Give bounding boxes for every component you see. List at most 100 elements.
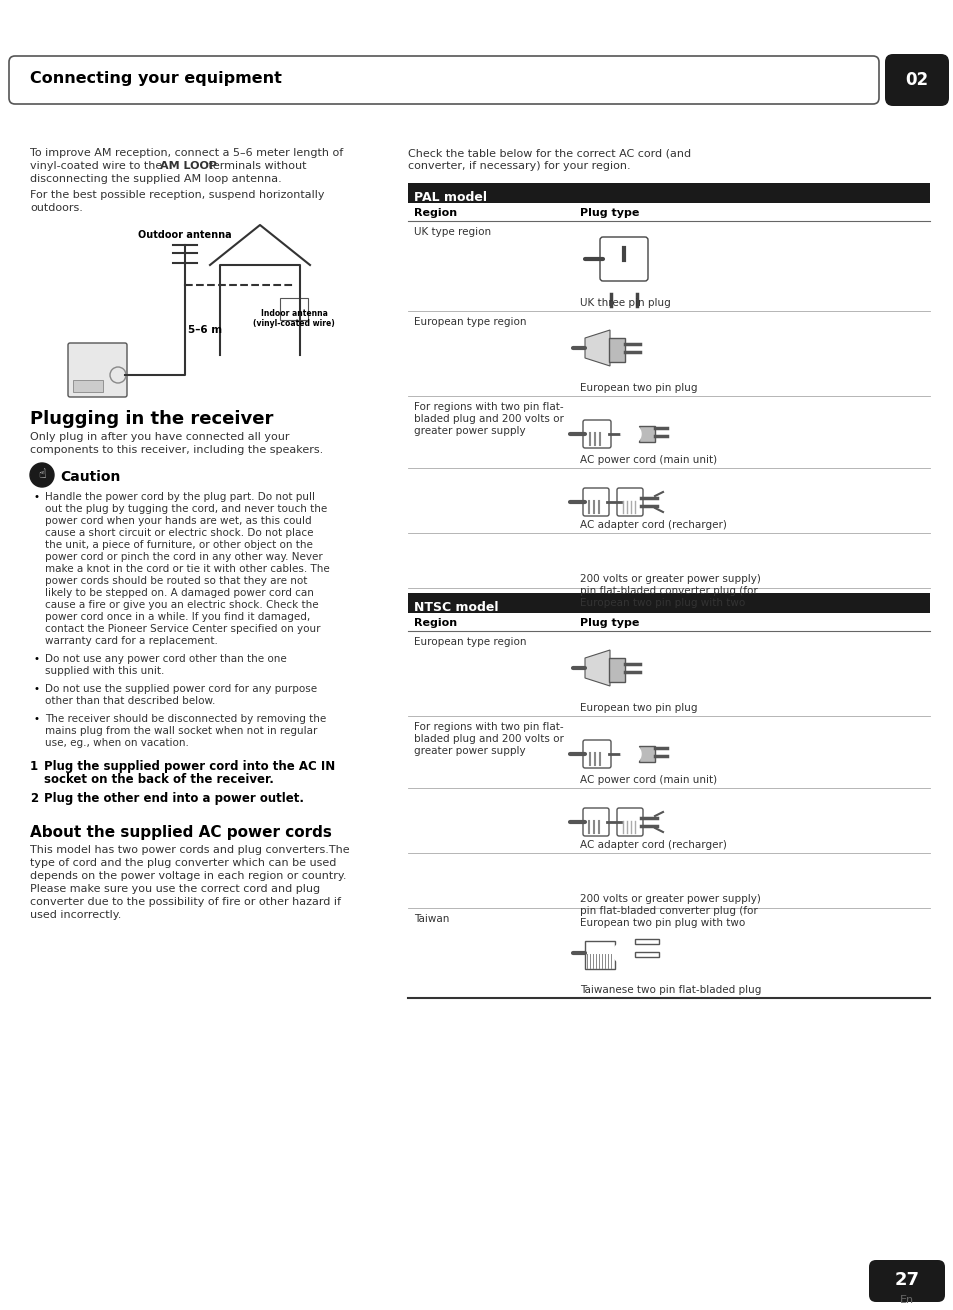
- Text: 2: 2: [30, 793, 38, 806]
- FancyBboxPatch shape: [9, 56, 878, 103]
- FancyBboxPatch shape: [599, 237, 647, 282]
- Text: Only plug in after you have connected all your: Only plug in after you have connected al…: [30, 432, 289, 441]
- Text: greater power supply: greater power supply: [414, 426, 525, 436]
- Text: make a knot in the cord or tie it with other cables. The: make a knot in the cord or tie it with o…: [45, 565, 330, 574]
- Text: To improve AM reception, connect a 5–6 meter length of: To improve AM reception, connect a 5–6 m…: [30, 148, 343, 159]
- Text: bladed plug and 200 volts or: bladed plug and 200 volts or: [414, 734, 563, 744]
- Text: Connecting your equipment: Connecting your equipment: [30, 71, 281, 85]
- Text: power cord when your hands are wet, as this could: power cord when your hands are wet, as t…: [45, 516, 312, 527]
- Text: out the plug by tugging the cord, and never touch the: out the plug by tugging the cord, and ne…: [45, 504, 327, 514]
- FancyBboxPatch shape: [617, 808, 642, 836]
- Text: depends on the power voltage in each region or country.: depends on the power voltage in each reg…: [30, 871, 346, 882]
- FancyBboxPatch shape: [68, 343, 127, 397]
- Text: terminals without: terminals without: [205, 161, 306, 172]
- Text: power cord or pinch the cord in any other way. Never: power cord or pinch the cord in any othe…: [45, 552, 322, 562]
- Text: Plug the other end into a power outlet.: Plug the other end into a power outlet.: [44, 793, 304, 806]
- Text: Region: Region: [414, 208, 456, 217]
- Text: contact the Pioneer Service Center specified on your: contact the Pioneer Service Center speci…: [45, 624, 320, 634]
- Bar: [608, 658, 624, 683]
- FancyBboxPatch shape: [582, 489, 608, 516]
- Polygon shape: [584, 330, 609, 365]
- Text: socket on the back of the receiver.: socket on the back of the receiver.: [44, 773, 274, 786]
- Text: Plug the supplied power cord into the AC IN: Plug the supplied power cord into the AC…: [44, 760, 335, 773]
- Bar: [639, 745, 655, 762]
- Text: other than that described below.: other than that described below.: [45, 696, 215, 706]
- Text: European type region: European type region: [414, 317, 526, 328]
- Text: cause a short circuit or electric shock. Do not place: cause a short circuit or electric shock.…: [45, 528, 314, 538]
- Text: type of cord and the plug converter which can be used: type of cord and the plug converter whic…: [30, 858, 336, 869]
- Text: European type region: European type region: [414, 637, 526, 647]
- Text: 5–6 m: 5–6 m: [188, 325, 222, 335]
- Text: Plug type: Plug type: [579, 208, 639, 217]
- Text: AC adapter cord (recharger): AC adapter cord (recharger): [579, 520, 726, 531]
- Text: UK type region: UK type region: [414, 227, 491, 237]
- Text: NTSC model: NTSC model: [414, 601, 498, 614]
- Text: pin flat-bladed converter plug (for: pin flat-bladed converter plug (for: [579, 586, 757, 596]
- Text: En: En: [899, 1296, 913, 1305]
- Text: vinyl-coated wire to the: vinyl-coated wire to the: [30, 161, 166, 172]
- Text: Region: Region: [414, 618, 456, 627]
- FancyBboxPatch shape: [582, 421, 610, 448]
- Text: supplied with this unit.: supplied with this unit.: [45, 665, 164, 676]
- FancyBboxPatch shape: [617, 489, 642, 516]
- Text: Plugging in the receiver: Plugging in the receiver: [30, 410, 274, 428]
- Text: Check the table below for the correct AC cord (and: Check the table below for the correct AC…: [408, 148, 690, 159]
- Text: AM LOOP: AM LOOP: [160, 161, 216, 172]
- Text: Please make sure you use the correct cord and plug: Please make sure you use the correct cor…: [30, 884, 320, 893]
- Text: PAL model: PAL model: [414, 191, 486, 204]
- Text: Outdoor antenna: Outdoor antenna: [138, 231, 232, 240]
- Text: Taiwan: Taiwan: [414, 914, 449, 924]
- Bar: [408, 593, 929, 613]
- Text: pin flat-bladed converter plug (for: pin flat-bladed converter plug (for: [579, 907, 757, 916]
- Text: About the supplied AC power cords: About the supplied AC power cords: [30, 825, 332, 840]
- Text: 02: 02: [904, 71, 927, 89]
- Text: For the best possible reception, suspend horizontally: For the best possible reception, suspend…: [30, 190, 324, 200]
- Text: 200 volts or greater power supply): 200 volts or greater power supply): [579, 574, 760, 584]
- Text: 27: 27: [894, 1271, 919, 1289]
- Circle shape: [620, 744, 640, 764]
- FancyBboxPatch shape: [884, 54, 948, 106]
- Text: Plug type: Plug type: [579, 618, 639, 627]
- Text: 1: 1: [30, 760, 38, 773]
- Text: European two pin plug: European two pin plug: [579, 383, 697, 393]
- Text: UK three pin plug: UK three pin plug: [579, 297, 670, 308]
- Text: ☝: ☝: [38, 469, 46, 482]
- Text: used incorrectly.: used incorrectly.: [30, 910, 121, 920]
- Text: Taiwanese two pin flat-bladed plug: Taiwanese two pin flat-bladed plug: [579, 985, 760, 996]
- Text: use, eg., when on vacation.: use, eg., when on vacation.: [45, 738, 189, 748]
- Text: mains plug from the wall socket when not in regular: mains plug from the wall socket when not…: [45, 726, 317, 736]
- Text: •: •: [34, 714, 40, 724]
- Text: the unit, a piece of furniture, or other object on the: the unit, a piece of furniture, or other…: [45, 540, 313, 550]
- Text: For regions with two pin flat-: For regions with two pin flat-: [414, 402, 563, 413]
- Text: European two pin plug with two: European two pin plug with two: [579, 597, 744, 608]
- Text: •: •: [34, 493, 40, 502]
- Bar: [635, 939, 659, 945]
- Bar: [584, 941, 615, 969]
- Text: 200 volts or greater power supply): 200 volts or greater power supply): [579, 893, 760, 904]
- Text: This model has two power cords and plug converters.The: This model has two power cords and plug …: [30, 845, 349, 855]
- Circle shape: [613, 943, 633, 963]
- FancyBboxPatch shape: [582, 808, 608, 836]
- Text: greater power supply: greater power supply: [414, 745, 525, 756]
- Text: •: •: [34, 684, 40, 694]
- Text: components to this receiver, including the speakers.: components to this receiver, including t…: [30, 445, 323, 455]
- Text: •: •: [34, 654, 40, 664]
- Text: likely to be stepped on. A damaged power cord can: likely to be stepped on. A damaged power…: [45, 588, 314, 597]
- Text: Do not use the supplied power cord for any purpose: Do not use the supplied power cord for a…: [45, 684, 316, 694]
- Text: outdoors.: outdoors.: [30, 203, 83, 214]
- Text: European two pin plug with two: European two pin plug with two: [579, 918, 744, 927]
- Text: The receiver should be disconnected by removing the: The receiver should be disconnected by r…: [45, 714, 326, 724]
- Text: For regions with two pin flat-: For regions with two pin flat-: [414, 722, 563, 732]
- Text: power cords should be routed so that they are not: power cords should be routed so that the…: [45, 576, 307, 586]
- Text: AC power cord (main unit): AC power cord (main unit): [579, 455, 717, 465]
- Text: disconnecting the supplied AM loop antenna.: disconnecting the supplied AM loop anten…: [30, 174, 281, 183]
- Bar: [73, 380, 103, 392]
- Text: bladed plug and 200 volts or: bladed plug and 200 volts or: [414, 414, 563, 424]
- FancyBboxPatch shape: [582, 740, 610, 768]
- Text: European two pin plug: European two pin plug: [579, 703, 697, 713]
- Text: AC power cord (main unit): AC power cord (main unit): [579, 776, 717, 785]
- Text: AC adapter cord (recharger): AC adapter cord (recharger): [579, 840, 726, 850]
- Text: Indoor antenna
(vinyl-coated wire): Indoor antenna (vinyl-coated wire): [253, 309, 335, 329]
- Text: power cord once in a while. If you find it damaged,: power cord once in a while. If you find …: [45, 612, 310, 622]
- FancyBboxPatch shape: [868, 1260, 944, 1302]
